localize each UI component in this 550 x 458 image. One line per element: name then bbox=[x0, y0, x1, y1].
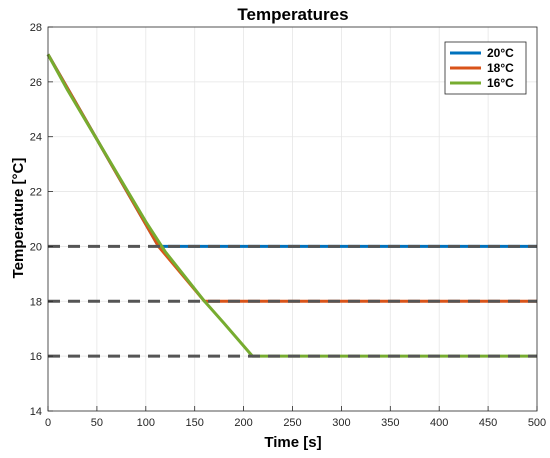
y-tick-label: 28 bbox=[30, 22, 42, 34]
legend: 20°C18°C16°C bbox=[444, 41, 527, 95]
y-tick-label: 18 bbox=[30, 296, 42, 308]
series-line-3 bbox=[46, 53, 537, 358]
chart-title: Temperatures bbox=[237, 5, 348, 24]
y-tick-label: 22 bbox=[30, 187, 42, 199]
x-tick-label: 400 bbox=[430, 417, 448, 429]
legend-entry: 16°C bbox=[487, 76, 514, 90]
x-tick-label: 350 bbox=[381, 417, 399, 429]
x-tick-label: 0 bbox=[45, 417, 51, 429]
reference-dashes bbox=[48, 244, 537, 358]
y-tick-label: 16 bbox=[30, 351, 42, 363]
x-tick-label: 300 bbox=[332, 417, 350, 429]
y-axis-ticks: 14 16 18 20 22 24 26 28 bbox=[30, 22, 53, 418]
y-tick-label: 26 bbox=[30, 77, 42, 89]
x-tick-label: 200 bbox=[234, 417, 252, 429]
x-tick-label: 100 bbox=[137, 417, 155, 429]
x-tick-label: 150 bbox=[186, 417, 204, 429]
y-axis-label: Temperature [°C] bbox=[10, 158, 27, 279]
x-tick-label: 250 bbox=[283, 417, 301, 429]
y-tick-label: 14 bbox=[30, 406, 42, 418]
x-tick-label: 50 bbox=[91, 417, 103, 429]
x-axis-ticks: 0 50 100 150 200 250 300 350 400 450 500 bbox=[45, 406, 546, 429]
x-axis-label: Time [s] bbox=[264, 434, 321, 451]
legend-entry: 20°C bbox=[487, 46, 514, 60]
y-tick-label: 24 bbox=[30, 132, 42, 144]
x-tick-label: 450 bbox=[479, 417, 497, 429]
legend-entry: 18°C bbox=[487, 61, 514, 75]
y-tick-label: 20 bbox=[30, 241, 42, 253]
x-tick-label: 500 bbox=[528, 417, 546, 429]
